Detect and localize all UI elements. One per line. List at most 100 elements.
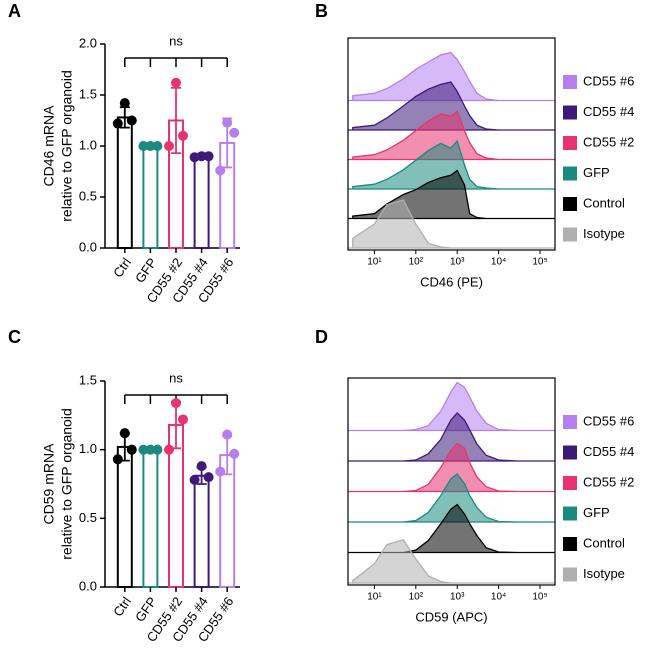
data-point xyxy=(138,444,149,455)
legend-label: Isotype xyxy=(583,566,625,581)
data-point xyxy=(112,118,123,129)
x-tick-label: Ctrl xyxy=(110,255,134,280)
bar xyxy=(142,145,159,249)
legend-swatch xyxy=(563,567,577,582)
y-tick-label: 1.5 xyxy=(79,372,97,387)
y-tick-label: 2.0 xyxy=(79,35,97,50)
y-tick-label: 1.0 xyxy=(79,137,97,152)
histogram xyxy=(348,539,555,584)
panel-label: A xyxy=(8,1,21,21)
legend-swatch xyxy=(563,105,577,120)
legend-swatch xyxy=(563,415,577,429)
x-tick-label: 10⁴ xyxy=(491,257,506,268)
legend-swatch xyxy=(563,506,577,521)
data-point xyxy=(178,130,188,141)
x-tick-label: 10² xyxy=(409,592,424,603)
data-point xyxy=(229,448,240,459)
data-point xyxy=(222,117,233,128)
x-tick-label: 10⁴ xyxy=(491,592,506,603)
y-axis-label: CD59 mRNA xyxy=(41,443,57,525)
histogram xyxy=(348,139,555,190)
x-tick-label: 10¹ xyxy=(367,257,382,268)
data-point xyxy=(145,141,156,151)
legend-label: Isotype xyxy=(583,226,625,241)
histogram xyxy=(348,442,555,493)
y-tick-label: 1.5 xyxy=(79,86,97,101)
annotation: ns xyxy=(169,33,183,48)
histogram xyxy=(348,169,555,220)
histogram xyxy=(348,81,555,131)
panel-label: D xyxy=(315,327,328,347)
panel-label: C xyxy=(8,327,21,347)
legend-label: CD55 #2 xyxy=(583,134,634,149)
legend-swatch xyxy=(563,197,577,211)
legend-label: Control xyxy=(583,195,625,210)
bar xyxy=(193,155,210,249)
legend-swatch xyxy=(563,166,577,181)
data-point xyxy=(152,141,163,151)
legend-label: GFP xyxy=(583,505,610,520)
legend-swatch xyxy=(563,537,577,551)
data-point xyxy=(189,152,200,163)
data-point xyxy=(171,397,181,408)
data-point xyxy=(203,472,214,483)
legend-label: Control xyxy=(583,535,625,550)
histogram xyxy=(348,503,555,554)
x-tick-label: 10⁵ xyxy=(532,592,547,603)
x-tick-label: 10¹ xyxy=(367,592,382,603)
panel-label: B xyxy=(315,1,328,21)
x-tick-label: 10³ xyxy=(450,257,465,268)
data-point xyxy=(112,454,123,465)
legend-swatch xyxy=(563,476,577,490)
legend-swatch xyxy=(563,136,577,150)
y-tick-label: 0.5 xyxy=(79,510,97,525)
bar xyxy=(142,448,159,588)
legend-label: CD55 #6 xyxy=(583,413,634,428)
y-tick-label: 0.5 xyxy=(79,188,97,203)
data-point xyxy=(126,444,137,455)
histogram xyxy=(348,473,555,523)
legend-label: CD55 #6 xyxy=(583,73,634,88)
histogram xyxy=(348,51,555,102)
x-axis-label: CD46 (PE) xyxy=(420,274,483,289)
legend-swatch xyxy=(563,445,577,460)
x-tick-label: 10³ xyxy=(450,592,465,603)
legend-label: CD55 #2 xyxy=(583,474,634,489)
x-tick-label: Ctrl xyxy=(110,594,134,619)
data-point xyxy=(119,98,130,109)
bar xyxy=(116,445,133,589)
y-axis-label: CD46 mRNA xyxy=(41,105,57,187)
y-axis-label: relative to GFP organoid xyxy=(59,408,75,560)
x-tick-label: 10⁵ xyxy=(532,257,547,268)
data-point xyxy=(215,466,226,477)
data-point xyxy=(126,115,137,126)
data-point xyxy=(178,414,188,425)
bar xyxy=(116,116,133,249)
data-point xyxy=(138,141,149,151)
data-point xyxy=(229,127,240,138)
histogram xyxy=(348,381,555,432)
legend-label: CD55 #4 xyxy=(583,444,634,459)
data-point xyxy=(152,444,163,455)
histogram xyxy=(348,412,555,462)
bar xyxy=(193,474,210,589)
y-axis-label: relative to GFP organoid xyxy=(59,70,75,222)
plot-frame xyxy=(347,37,556,251)
y-tick-label: 0.0 xyxy=(79,239,97,254)
data-point xyxy=(215,165,226,176)
legend-label: GFP xyxy=(583,165,610,180)
y-tick-label: 1.0 xyxy=(79,441,97,456)
histogram xyxy=(348,199,555,249)
x-axis-label: CD59 (APC) xyxy=(415,609,487,624)
data-point xyxy=(145,444,156,455)
plot-frame xyxy=(347,377,556,586)
data-point xyxy=(164,141,174,151)
legend-swatch xyxy=(563,227,577,242)
data-point xyxy=(189,474,200,485)
data-point xyxy=(119,428,130,439)
x-tick-label: 10² xyxy=(409,257,424,268)
data-point xyxy=(196,461,207,472)
data-point xyxy=(203,151,214,162)
histogram xyxy=(348,110,555,161)
